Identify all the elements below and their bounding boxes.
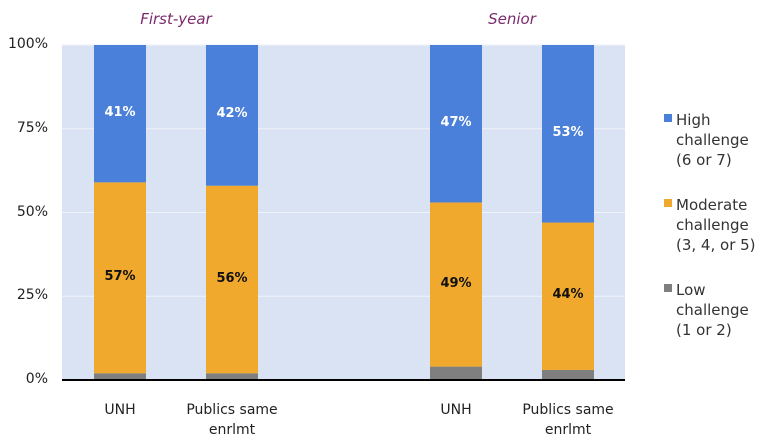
y-tick-label: 75% xyxy=(16,119,48,136)
bar-segment xyxy=(430,366,482,380)
y-tick-label: 25% xyxy=(16,287,48,304)
group-label: Senior xyxy=(488,10,536,28)
legend-swatch xyxy=(664,114,672,122)
value-label: 47% xyxy=(440,114,472,130)
x-tick-label: Publics same enrlmt xyxy=(522,402,614,438)
group-label: First-year xyxy=(140,10,212,28)
value-label: 41% xyxy=(104,104,136,120)
y-tick-label: 100% xyxy=(7,36,48,52)
bar-segment xyxy=(94,45,146,183)
value-label: 56% xyxy=(216,270,248,286)
bar-segment xyxy=(206,373,258,380)
bar-segment xyxy=(542,369,594,380)
legend-swatch xyxy=(664,199,672,207)
x-tick-label: Publics same enrlmt xyxy=(186,402,278,438)
legend-label: Moderate challenge (3, 4, or 5) xyxy=(676,196,756,254)
bar-segment xyxy=(542,222,594,370)
bar-segment xyxy=(430,45,482,203)
bar-segment xyxy=(430,202,482,367)
bar-segment xyxy=(206,185,258,374)
value-label: 53% xyxy=(552,124,584,140)
value-label: 57% xyxy=(104,268,136,284)
y-tick-label: 0% xyxy=(25,371,48,387)
legend-label: High challenge (6 or 7) xyxy=(676,111,749,169)
x-tick-label: UNH xyxy=(440,402,472,418)
bar-segment xyxy=(94,182,146,374)
bar-segment xyxy=(206,45,258,186)
x-tick-label: UNH xyxy=(104,402,136,418)
y-tick-label: 50% xyxy=(16,203,48,220)
bar-segment xyxy=(94,373,146,380)
value-label: 42% xyxy=(216,106,248,122)
legend-label: Low challenge (1 or 2) xyxy=(676,281,749,339)
value-label: 44% xyxy=(552,287,584,303)
value-label: 49% xyxy=(440,275,472,291)
bar-segment xyxy=(542,45,594,223)
legend-swatch xyxy=(664,284,672,292)
